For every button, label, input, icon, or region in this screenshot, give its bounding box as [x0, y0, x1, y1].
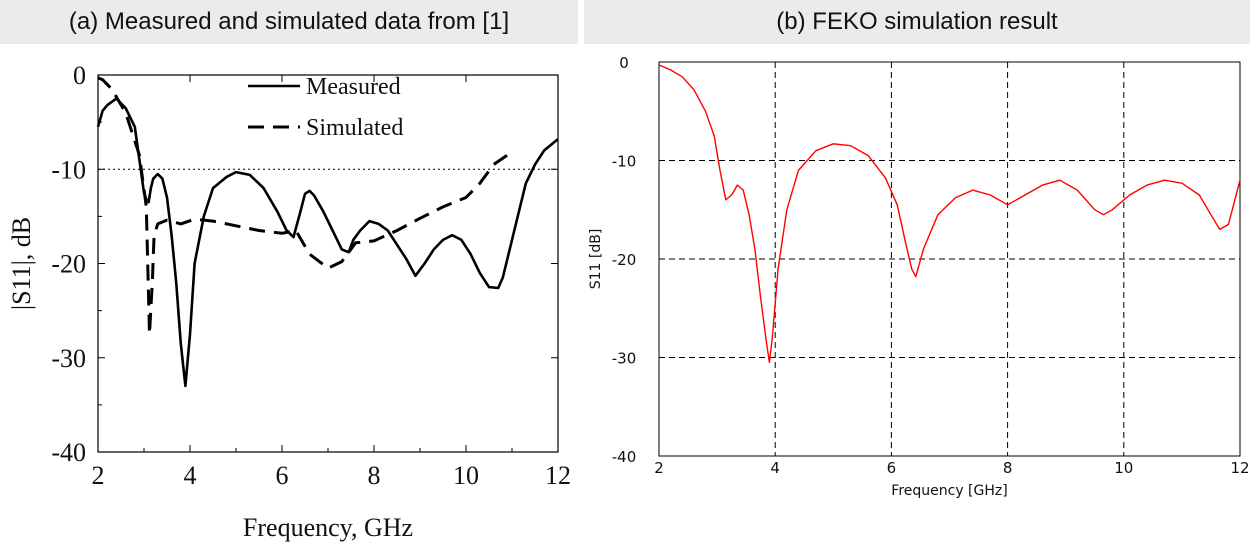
plot-b-ylabel: S11 [dB] [588, 229, 604, 290]
plot-a-series-measured [96, 97, 559, 388]
plot-b-series-s11 [658, 64, 1241, 364]
plot-b-xtick-label: 4 [770, 459, 780, 477]
plot-a-xtick-label: 12 [545, 461, 571, 490]
plot-b-xtick-label: 10 [1114, 459, 1133, 477]
panel-b-title: (b) FEKO simulation result [584, 0, 1250, 44]
plot-a-ytick-label: -40 [51, 438, 86, 467]
plot-b-xtick-label: 8 [1003, 459, 1013, 477]
plot-b-xtick-label: 6 [887, 459, 897, 477]
plot-b-ytick-label: 0 [619, 54, 629, 72]
plot-b-ytick-label: -30 [612, 350, 637, 368]
plot-a-ytick-label: 0 [73, 61, 86, 90]
plot-a-xtick-label: 8 [368, 461, 381, 490]
plot-a-xlabel: Frequency, GHz [243, 513, 413, 542]
plot-a-ylabel: |S11|, dB [7, 217, 36, 310]
plot-b-xlabel: Frequency [GHz] [891, 483, 1007, 499]
plot-a-xtick-label: 6 [276, 461, 289, 490]
panel-a-title: (a) Measured and simulated data from [1] [0, 0, 578, 44]
plot-b-xtick-label: 12 [1230, 459, 1249, 477]
plot-a-xtick-label: 10 [453, 461, 479, 490]
header-divider [578, 0, 584, 44]
plot-a-ytick-label: -20 [51, 250, 86, 279]
plot-a-ytick-label: -30 [51, 344, 86, 373]
plot-b-xtick-label: 2 [654, 459, 664, 477]
plot-b-ytick-label: -20 [612, 251, 637, 269]
plot-a-xtick-label: 4 [184, 461, 197, 490]
plot-b-ytick-label: -40 [612, 448, 637, 466]
plot-a-ytick-label: -10 [51, 155, 86, 184]
plot-b-frame [658, 61, 1241, 457]
plot-a-series-simulated [97, 76, 509, 336]
plot-a-legend-label-simulated: Simulated [306, 115, 403, 141]
plot-b-ytick-label: -10 [612, 153, 637, 171]
plot-a-legend-label-measured: Measured [306, 74, 401, 100]
plot-a-xtick-label: 2 [92, 461, 105, 490]
